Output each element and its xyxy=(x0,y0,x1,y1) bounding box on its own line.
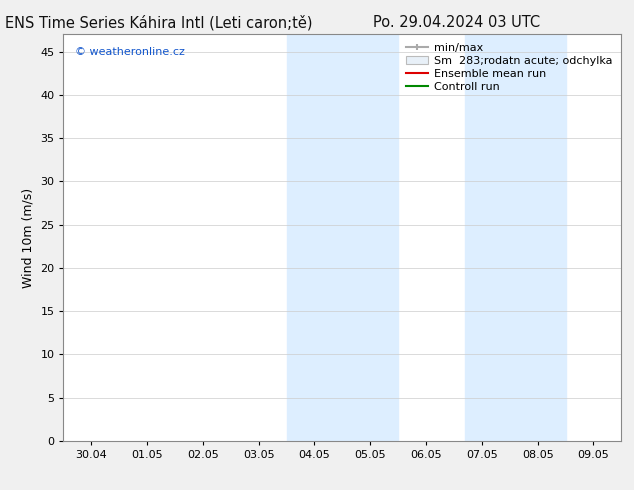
Legend: min/max, Sm  283;rodatn acute; odchylka, Ensemble mean run, Controll run: min/max, Sm 283;rodatn acute; odchylka, … xyxy=(403,40,616,95)
Bar xyxy=(287,34,398,441)
Text: Po. 29.04.2024 03 UTC: Po. 29.04.2024 03 UTC xyxy=(373,15,540,30)
Y-axis label: Wind 10m (m/s): Wind 10m (m/s) xyxy=(22,188,35,288)
Text: © weatheronline.cz: © weatheronline.cz xyxy=(75,47,184,56)
Text: ENS Time Series Káhira Intl (Leti caron;tě): ENS Time Series Káhira Intl (Leti caron;… xyxy=(4,15,313,30)
Bar xyxy=(465,34,566,441)
